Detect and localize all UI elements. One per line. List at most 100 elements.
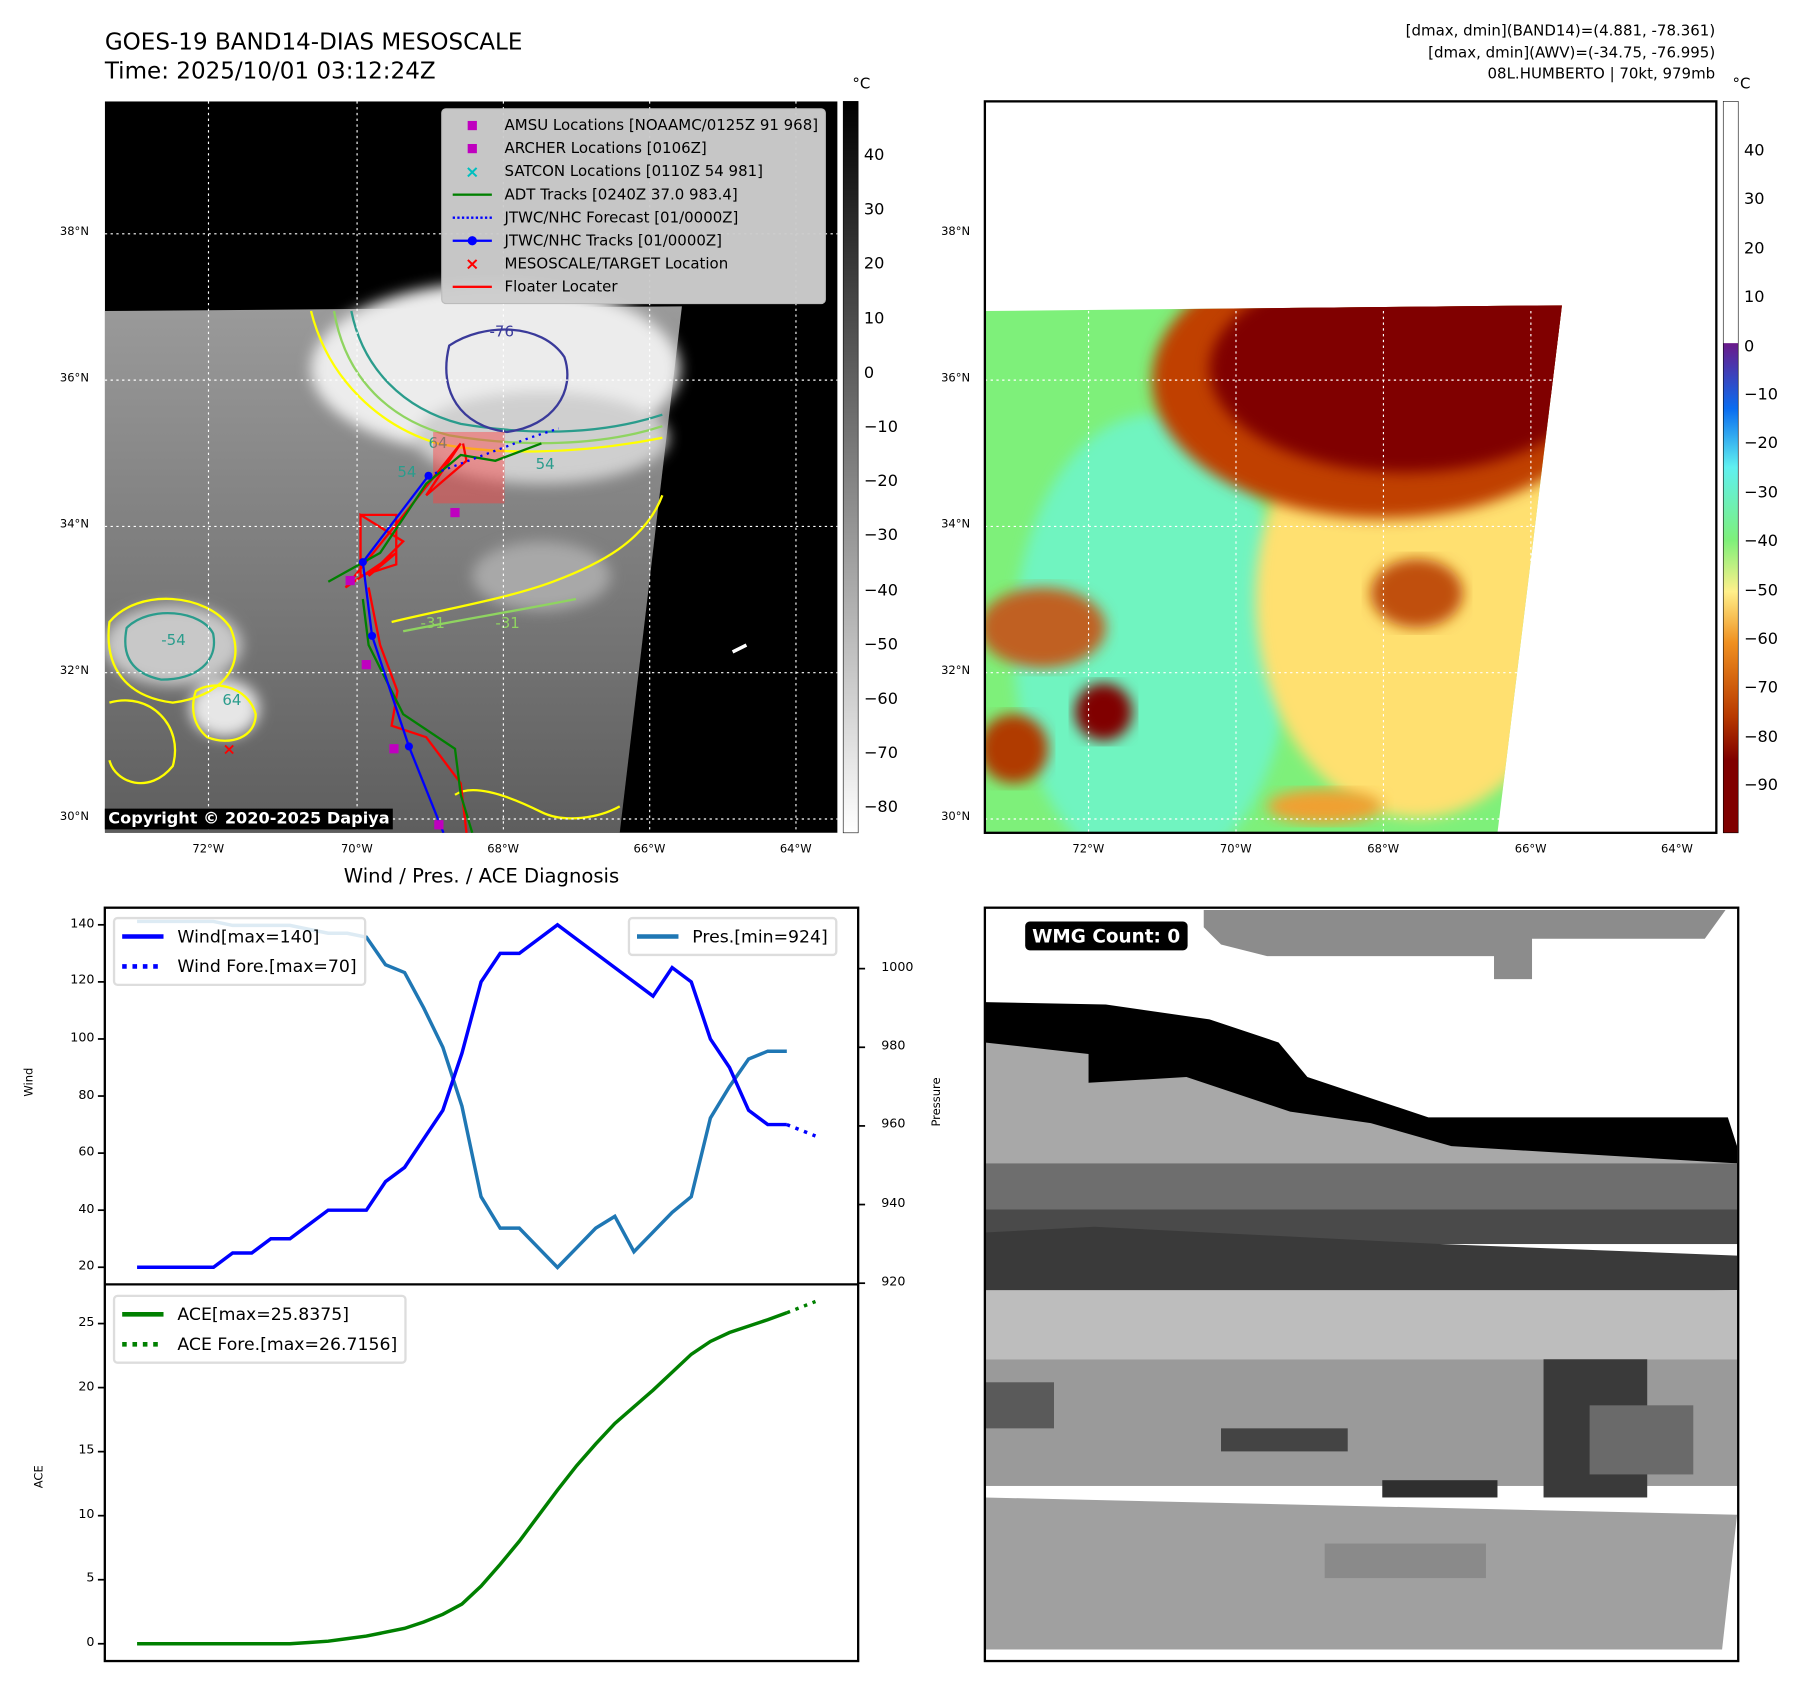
left-lon-label: 72°W [192, 843, 225, 856]
square-marker-icon [449, 143, 495, 154]
target-x-marker: × [222, 739, 236, 758]
band14-range: [dmax, dmin](BAND14)=(4.881, -78.361) [1405, 23, 1716, 41]
wind-tick-label: 80 [78, 1086, 95, 1102]
legend-item: AMSU Locations [NOAAMC/0125Z 91 968] [449, 114, 818, 137]
left-colorbar-tick: 0 [863, 363, 875, 383]
wind-tick-label: 40 [78, 1200, 95, 1216]
cloud-tops [104, 282, 680, 738]
right-colorbar-tick: 0 [1743, 337, 1755, 356]
square-marker-icon [449, 120, 495, 131]
right-map-frame [983, 100, 1718, 834]
legend-item: JTWC/NHC Tracks [01/0000Z] [449, 229, 818, 252]
solid-line-icon [449, 285, 495, 288]
wind-legend: Wind[max=140] Wind Fore.[max=70] [112, 916, 366, 987]
pressure-legend-swatch [637, 934, 679, 939]
right-lat-label: 34°N [941, 518, 971, 532]
right-colorbar-tick: 40 [1743, 141, 1765, 161]
right-colorbar-tick: −60 [1743, 630, 1779, 649]
right-colorbar-tick: −80 [1743, 727, 1779, 747]
left-colorbar-tick: −30 [863, 526, 898, 546]
pressure-axis-label: Pressure [930, 1077, 944, 1127]
legend-item: ADT Tracks [0240Z 37.0 983.4] [449, 183, 818, 206]
wmg-image [984, 907, 1739, 1662]
wind-tick-label: 100 [70, 1029, 95, 1045]
wmg-frame [983, 906, 1740, 1663]
x-marker-icon: × [465, 161, 480, 183]
legend-item: ARCHER Locations [0106Z] [449, 137, 818, 160]
right-colorbar-unit: °C [1732, 76, 1751, 94]
pressure-legend-label: Pres.[min=924] [692, 926, 828, 947]
right-lat-label: 38°N [941, 225, 971, 239]
awv-field [984, 305, 1562, 833]
left-lon-label: 70°W [340, 843, 373, 856]
map-legend: AMSU Locations [NOAAMC/0125Z 91 968] ARCH… [441, 108, 827, 305]
line-dot-icon [449, 236, 495, 246]
ace-tick-label: 15 [78, 1442, 95, 1458]
ace-legend-swatch [122, 1312, 164, 1317]
right-lat-label: 30°N [941, 810, 971, 824]
right-lon-label: 70°W [1219, 843, 1252, 856]
ace-forecast-line [786, 1299, 817, 1315]
legend-item: × MESOSCALE/TARGET Location [449, 252, 818, 275]
dotted-line-icon [449, 216, 495, 219]
right-colorbar-tick: −30 [1743, 483, 1779, 502]
figure-title: GOES-19 BAND14-DIAS MESOSCALE [104, 27, 523, 56]
ace-legend: ACE[max=25.8375] ACE Fore.[max=26.7156] [112, 1294, 407, 1364]
left-colorbar-tick: −20 [863, 472, 898, 491]
svg-text:54: 54 [536, 455, 555, 473]
left-colorbar-tick: −40 [863, 581, 898, 600]
ace-axis-label: ACE [33, 1465, 47, 1489]
svg-text:54: 54 [397, 463, 416, 481]
legend-item: × SATCON Locations [0110Z 54 981] [449, 160, 818, 183]
svg-text:-76: -76 [490, 322, 514, 340]
left-colorbar-unit: °C [852, 76, 871, 94]
ace-legend-label: ACE[max=25.8375] [177, 1303, 349, 1325]
wind-legend-label: Wind[max=140] [177, 926, 320, 947]
ace-tick-label: 0 [86, 1634, 95, 1650]
storm-info: 08L.HUMBERTO | 70kt, 979mb [1487, 65, 1716, 83]
legend-label: JTWC/NHC Forecast [01/0000Z] [504, 209, 739, 227]
copyright-label: Copyright © 2020-2025 Dapiya [104, 808, 394, 830]
x-marker-icon: × [465, 253, 480, 275]
left-lat-label: 34°N [59, 518, 89, 532]
right-colorbar-tick: −70 [1743, 678, 1779, 698]
left-colorbar-tick: 30 [863, 200, 885, 220]
timestamp: Time: 2025/10/01 03:12:24Z [104, 56, 436, 85]
left-lat-label: 36°N [59, 372, 89, 385]
chart-title: Wind / Pres. / ACE Diagnosis [343, 865, 620, 889]
left-lat-label: 32°N [59, 664, 89, 678]
wind-forecast-legend-swatch [122, 964, 164, 969]
ace-tick-label: 25 [78, 1314, 95, 1330]
legend-item: Floater Locater [449, 275, 818, 298]
right-lat-label: 32°N [941, 664, 971, 678]
pressure-tick-label: 960 [881, 1116, 906, 1132]
legend-label: Floater Locater [504, 278, 618, 296]
ace-forecast-legend-swatch [122, 1341, 164, 1347]
amsu-archer-markers [345, 507, 460, 830]
wind-tick-label: 60 [78, 1143, 95, 1159]
pressure-legend: Pres.[min=924] [627, 916, 837, 957]
right-lon-label: 68°W [1367, 843, 1400, 856]
left-lat-label: 38°N [59, 225, 89, 239]
pressure-tick-label: 1000 [881, 959, 914, 975]
svg-text:64: 64 [429, 434, 448, 452]
left-colorbar-tick: −70 [863, 744, 898, 763]
contour-labels: -76 64 54 54 -31 -31 -54 64 [161, 322, 554, 709]
ace-tick-label: 20 [78, 1378, 95, 1394]
left-colorbar-tick: 10 [863, 309, 885, 328]
legend-item: JTWC/NHC Forecast [01/0000Z] [449, 206, 818, 229]
wind-forecast-line [786, 1122, 817, 1138]
legend-label: ADT Tracks [0240Z 37.0 983.4] [504, 186, 738, 204]
left-colorbar [842, 101, 859, 834]
contours [107, 310, 664, 820]
legend-label: JTWC/NHC Tracks [01/0000Z] [504, 232, 722, 250]
legend-label: MESOSCALE/TARGET Location [504, 255, 729, 273]
adt-track-2 [361, 598, 474, 833]
solid-line-icon [449, 193, 495, 196]
right-lon-label: 64°W [1661, 843, 1693, 856]
svg-text:64: 64 [222, 691, 241, 709]
left-colorbar-tick: −50 [863, 635, 898, 655]
svg-text:-31: -31 [495, 614, 519, 632]
